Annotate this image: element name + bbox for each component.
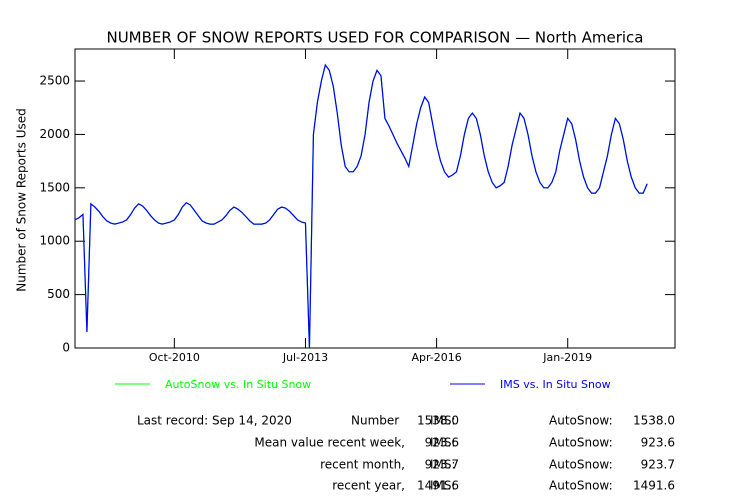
stat-auto-value: 923.7 (641, 458, 675, 472)
stat-label: recent year, (332, 479, 405, 493)
x-tick-label: Jul-2013 (282, 351, 328, 364)
y-tick-label: 2000 (39, 127, 70, 141)
y-axis-label: Number of Snow Reports Used (15, 108, 29, 291)
x-tick-label: Jan-2019 (542, 351, 592, 364)
stat-ims-label: IMS: (430, 436, 456, 450)
stat-auto-value: 1538.0 (633, 414, 675, 428)
series-line (74, 63, 648, 349)
legend-label: AutoSnow vs. In Situ Snow (165, 378, 311, 391)
stat-ims-value: 1538.0 (417, 414, 459, 428)
stat-ims-label: IMS: (430, 414, 456, 428)
y-tick-label: 500 (47, 287, 70, 301)
stat-ims-value: 1491.6 (417, 479, 459, 493)
stat-label: recent month, (320, 458, 405, 472)
stat-auto-label: AutoSnow: (549, 458, 613, 472)
stat-auto-label: AutoSnow: (549, 414, 613, 428)
x-tick-label: Apr-2016 (411, 351, 461, 364)
stat-auto-label: AutoSnow: (549, 436, 613, 450)
stat-label: Mean value recent week, (254, 436, 405, 450)
last-record: Last record: Sep 14, 2020 (137, 414, 292, 428)
stat-ims-value: 923.6 (425, 436, 459, 450)
number-label: Number (351, 414, 399, 428)
legend-label: IMS vs. In Situ Snow (500, 378, 611, 391)
x-tick-label: Oct-2010 (149, 351, 200, 364)
stat-ims-value: 923.7 (425, 458, 459, 472)
y-tick-label: 1500 (39, 180, 70, 194)
y-tick-label: 0 (62, 341, 70, 355)
y-tick-label: 2500 (39, 74, 70, 88)
stat-auto-value: 1491.6 (633, 479, 675, 493)
stat-auto-label: AutoSnow: (549, 479, 613, 493)
stat-auto-value: 923.6 (641, 436, 675, 450)
plot-frame (74, 48, 676, 349)
stat-ims-label: IMS: (430, 458, 456, 472)
stat-ims-label: IMS: (430, 479, 456, 493)
chart-title: NUMBER OF SNOW REPORTS USED FOR COMPARIS… (106, 29, 643, 47)
y-tick-label: 1000 (39, 234, 70, 248)
